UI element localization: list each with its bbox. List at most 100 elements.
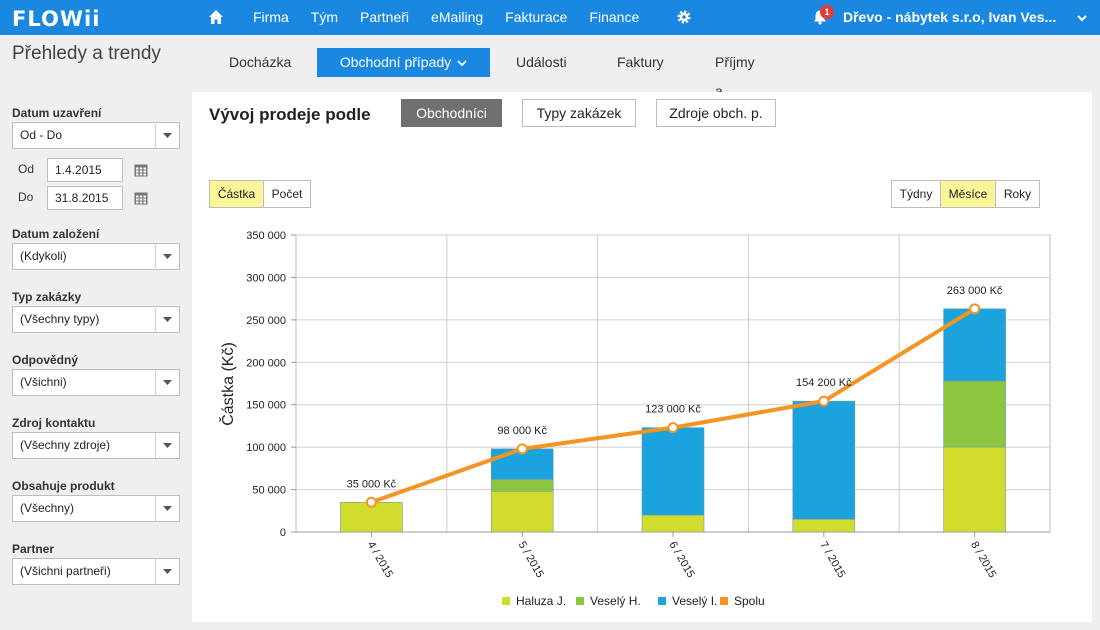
data-label: 154 200 Kč bbox=[796, 377, 852, 389]
tab-udalosti[interactable]: Události bbox=[516, 54, 567, 70]
total-point bbox=[516, 443, 528, 455]
filter-sidebar: Datum uzavření Od - Do Od 1.4.2015 Do 31… bbox=[0, 92, 192, 630]
od-date-input[interactable]: 1.4.2015 bbox=[47, 158, 123, 182]
tab-obchodni-pripady[interactable]: Obchodní případy bbox=[317, 48, 490, 77]
data-label: 123 000 Kč bbox=[645, 404, 701, 416]
datum-uzavreni-select[interactable]: Od - Do bbox=[12, 122, 180, 149]
top-bar: FLOWii Firma Tým Partneři eMailing Faktu… bbox=[0, 0, 1100, 35]
total-point bbox=[365, 496, 377, 508]
nav-firma[interactable]: Firma bbox=[253, 9, 289, 25]
datum-zalozeni-select[interactable]: (Kdykoli) bbox=[12, 243, 180, 270]
od-label: Od bbox=[18, 162, 35, 176]
nav-tym[interactable]: Tým bbox=[310, 9, 338, 25]
nav-finance[interactable]: Finance bbox=[589, 9, 640, 25]
y-tick-label: 0 bbox=[280, 527, 286, 539]
bar-segment bbox=[943, 446, 1006, 533]
group-obchodnici-button[interactable]: Obchodníci bbox=[401, 99, 502, 127]
y-tick-label: 50 000 bbox=[252, 485, 286, 497]
do-date-input[interactable]: 31.8.2015 bbox=[47, 186, 123, 210]
select-value: (Kdykoli) bbox=[20, 249, 67, 263]
bar-segment bbox=[490, 490, 554, 533]
group-typy-zakazek-button[interactable]: Typy zakázek bbox=[522, 99, 636, 127]
typ-zakazky-select[interactable]: (Všechny typy) bbox=[12, 306, 180, 333]
x-tick-label: 7 / 2015 bbox=[817, 540, 847, 580]
data-label: 263 000 Kč bbox=[947, 285, 1003, 297]
chevron-down-icon bbox=[457, 60, 467, 67]
y-tick-label: 200 000 bbox=[246, 357, 286, 369]
chevron-down-icon bbox=[163, 254, 172, 259]
select-value: (Všechny) bbox=[20, 501, 75, 515]
x-tick-label: 6 / 2015 bbox=[666, 540, 696, 580]
bar-segment bbox=[792, 518, 856, 533]
y-tick-label: 100 000 bbox=[246, 442, 286, 454]
calendar-icon[interactable] bbox=[134, 163, 148, 177]
do-label: Do bbox=[18, 190, 34, 204]
select-value: (Všechny typy) bbox=[20, 312, 100, 326]
select-arrow[interactable] bbox=[155, 307, 179, 332]
select-arrow[interactable] bbox=[155, 559, 179, 584]
x-tick-label: 5 / 2015 bbox=[516, 540, 546, 580]
chevron-down-icon bbox=[163, 133, 172, 138]
filter-label-datum-zalozeni: Datum založení bbox=[12, 227, 100, 241]
odpovedny-select[interactable]: (Všichni) bbox=[12, 369, 180, 396]
legend-label: Veselý I. bbox=[672, 594, 717, 608]
page-title: Přehledy a trendy bbox=[12, 43, 161, 64]
select-value: (Všichni partneři) bbox=[20, 564, 111, 578]
chevron-down-icon bbox=[163, 380, 172, 385]
tab-dochazka[interactable]: Docházka bbox=[229, 54, 292, 70]
tab-faktury[interactable]: Faktury bbox=[617, 54, 664, 70]
calendar-icon[interactable] bbox=[134, 191, 148, 205]
obsahuje-produkt-select[interactable]: (Všechny) bbox=[12, 495, 180, 522]
filter-label-partner: Partner bbox=[12, 542, 55, 556]
chevron-down-icon bbox=[163, 506, 172, 511]
y-tick-label: 300 000 bbox=[246, 272, 286, 284]
select-arrow[interactable] bbox=[155, 496, 179, 521]
legend-swatch bbox=[576, 597, 584, 605]
app-logo[interactable]: FLOWii bbox=[12, 7, 101, 31]
total-point bbox=[969, 303, 981, 315]
bar-segment bbox=[641, 427, 705, 516]
sales-chart: 0 50 000 100 000 150 000 200 000 250 000 300 0… bbox=[218, 230, 1051, 608]
legend-swatch bbox=[720, 597, 728, 605]
select-arrow[interactable] bbox=[155, 433, 179, 458]
legend-swatch bbox=[502, 597, 510, 605]
period-mesice-toggle[interactable]: Měsíce bbox=[940, 180, 996, 208]
filter-label-datum-uzavreni: Datum uzavření bbox=[12, 106, 102, 120]
filter-label-odpovedny: Odpovědný bbox=[12, 353, 79, 367]
period-roky-toggle[interactable]: Roky bbox=[995, 180, 1040, 208]
nav-emailing[interactable]: eMailing bbox=[431, 9, 484, 25]
partner-select[interactable]: (Všichni partneři) bbox=[12, 558, 180, 585]
data-label: 98 000 Kč bbox=[497, 425, 547, 437]
notification-badge[interactable]: 1 bbox=[820, 5, 834, 19]
x-tick-label: 4 / 2015 bbox=[365, 540, 395, 580]
legend-label: Haluza J. bbox=[516, 594, 566, 608]
filter-label-typ-zakazky: Typ zakázky bbox=[12, 290, 82, 304]
home-icon[interactable] bbox=[208, 9, 224, 25]
zdroj-kontaktu-select[interactable]: (Všechny zdroje) bbox=[12, 432, 180, 459]
chevron-down-icon bbox=[163, 443, 172, 448]
select-arrow[interactable] bbox=[155, 123, 179, 148]
data-label: 35 000 Kč bbox=[347, 478, 397, 490]
filter-label-obsahuje-produkt: Obsahuje produkt bbox=[12, 479, 115, 493]
metric-castka-toggle[interactable]: Částka bbox=[209, 180, 264, 208]
legend-label: Spolu bbox=[734, 594, 765, 608]
tab-prijmy-vydaje[interactable]: Příjmy a výdaje bbox=[715, 54, 755, 128]
select-arrow[interactable] bbox=[155, 370, 179, 395]
tab-label: Obchodní případy bbox=[339, 54, 452, 70]
nav-fakturace[interactable]: Fakturace bbox=[505, 9, 568, 25]
select-value: Od - Do bbox=[20, 128, 63, 142]
nav-partneri[interactable]: Partneři bbox=[360, 9, 410, 25]
bar-segment bbox=[490, 479, 554, 492]
filter-label-zdroj-kontaktu: Zdroj kontaktu bbox=[12, 416, 96, 430]
user-menu[interactable]: Dřevo - nábytek s.r.o, Ivan Ves... bbox=[843, 9, 1057, 25]
y-tick-label: 250 000 bbox=[246, 315, 286, 327]
metric-pocet-toggle[interactable]: Počet bbox=[263, 180, 311, 208]
main-panel: Vývoj prodeje podle Obchodníci Typy zaká… bbox=[192, 92, 1092, 622]
y-tick-label: 350 000 bbox=[246, 230, 286, 242]
gear-icon[interactable] bbox=[676, 9, 692, 25]
chevron-down-icon[interactable] bbox=[1076, 12, 1088, 24]
x-tick-label: 8 / 2015 bbox=[968, 540, 998, 580]
select-arrow[interactable] bbox=[155, 244, 179, 269]
bar-segment bbox=[792, 400, 856, 520]
group-zdroje-button[interactable]: Zdroje obch. p. bbox=[656, 99, 776, 127]
